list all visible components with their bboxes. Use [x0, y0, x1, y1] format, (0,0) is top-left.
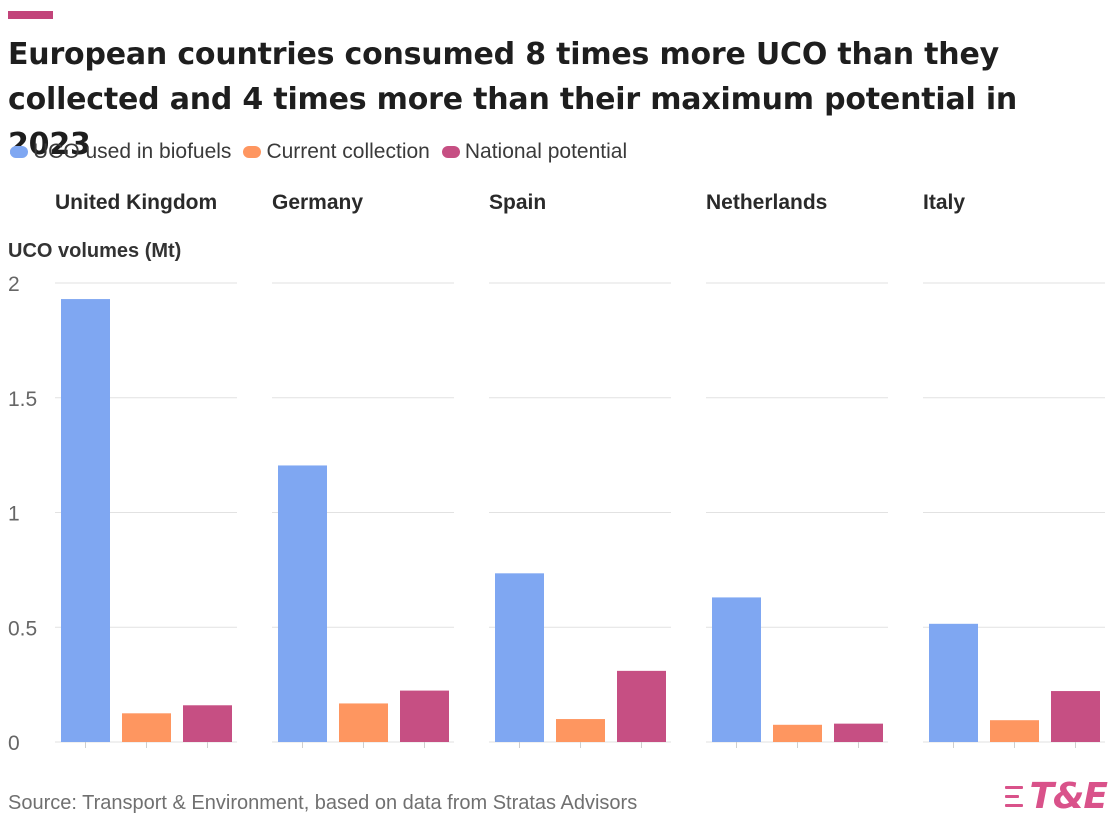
y-tick-label: 1.5 — [8, 388, 37, 411]
panel-title: Germany — [272, 191, 363, 214]
bar-2-1 — [556, 719, 605, 742]
legend-item-potential: National potential — [441, 140, 628, 164]
bar-3-1 — [773, 724, 822, 742]
bar-0-2 — [183, 705, 232, 742]
panel-title: United Kingdom — [55, 191, 217, 214]
legend-item-biofuels: UCO used in biofuels — [10, 140, 231, 164]
bar-1-2 — [400, 690, 449, 742]
y-tick-label: 0.5 — [8, 617, 37, 640]
accent-bar — [8, 11, 53, 19]
panel-title: Netherlands — [706, 191, 827, 214]
legend-label: Current collection — [266, 140, 430, 163]
bar-4-1 — [990, 720, 1039, 742]
bar-1-1 — [339, 703, 388, 742]
logo-lines-icon — [1005, 783, 1024, 810]
chart-area: UCO volumes (Mt) 0 0.5 1 1.5 2 United Kingdom G… — [8, 191, 1105, 755]
source-note: Source: Transport & Environment, based o… — [8, 792, 638, 814]
bar-3-0 — [712, 597, 761, 742]
legend: UCO used in biofuels Current collection … — [10, 140, 639, 164]
legend-swatch — [10, 146, 28, 158]
panel-title: Italy — [923, 191, 965, 214]
y-tick-label: 0 — [8, 732, 20, 755]
legend-swatch — [441, 146, 460, 158]
bar-0-1 — [122, 713, 171, 742]
y-tick-label: 1 — [8, 503, 20, 526]
legend-item-collection: Current collection — [243, 140, 430, 164]
y-axis-label: UCO volumes (Mt) — [8, 240, 181, 262]
legend-swatch — [243, 146, 262, 158]
legend-label: UCO used in biofuels — [33, 140, 232, 163]
legend-label: National potential — [464, 140, 628, 163]
chart-title: European countries consumed 8 times more… — [8, 37, 1018, 162]
panel-title: Spain — [489, 191, 546, 214]
bar-1-0 — [278, 465, 327, 742]
te-logo: T&E — [1005, 776, 1108, 817]
bar-3-2 — [834, 723, 883, 742]
bar-2-0 — [495, 573, 544, 742]
bar-2-2 — [617, 670, 666, 742]
logo-text: T&E — [1029, 776, 1108, 817]
bar-4-0 — [929, 623, 978, 742]
bar-4-2 — [1051, 691, 1100, 742]
y-tick-label: 2 — [8, 273, 20, 296]
bar-0-0 — [61, 299, 110, 742]
